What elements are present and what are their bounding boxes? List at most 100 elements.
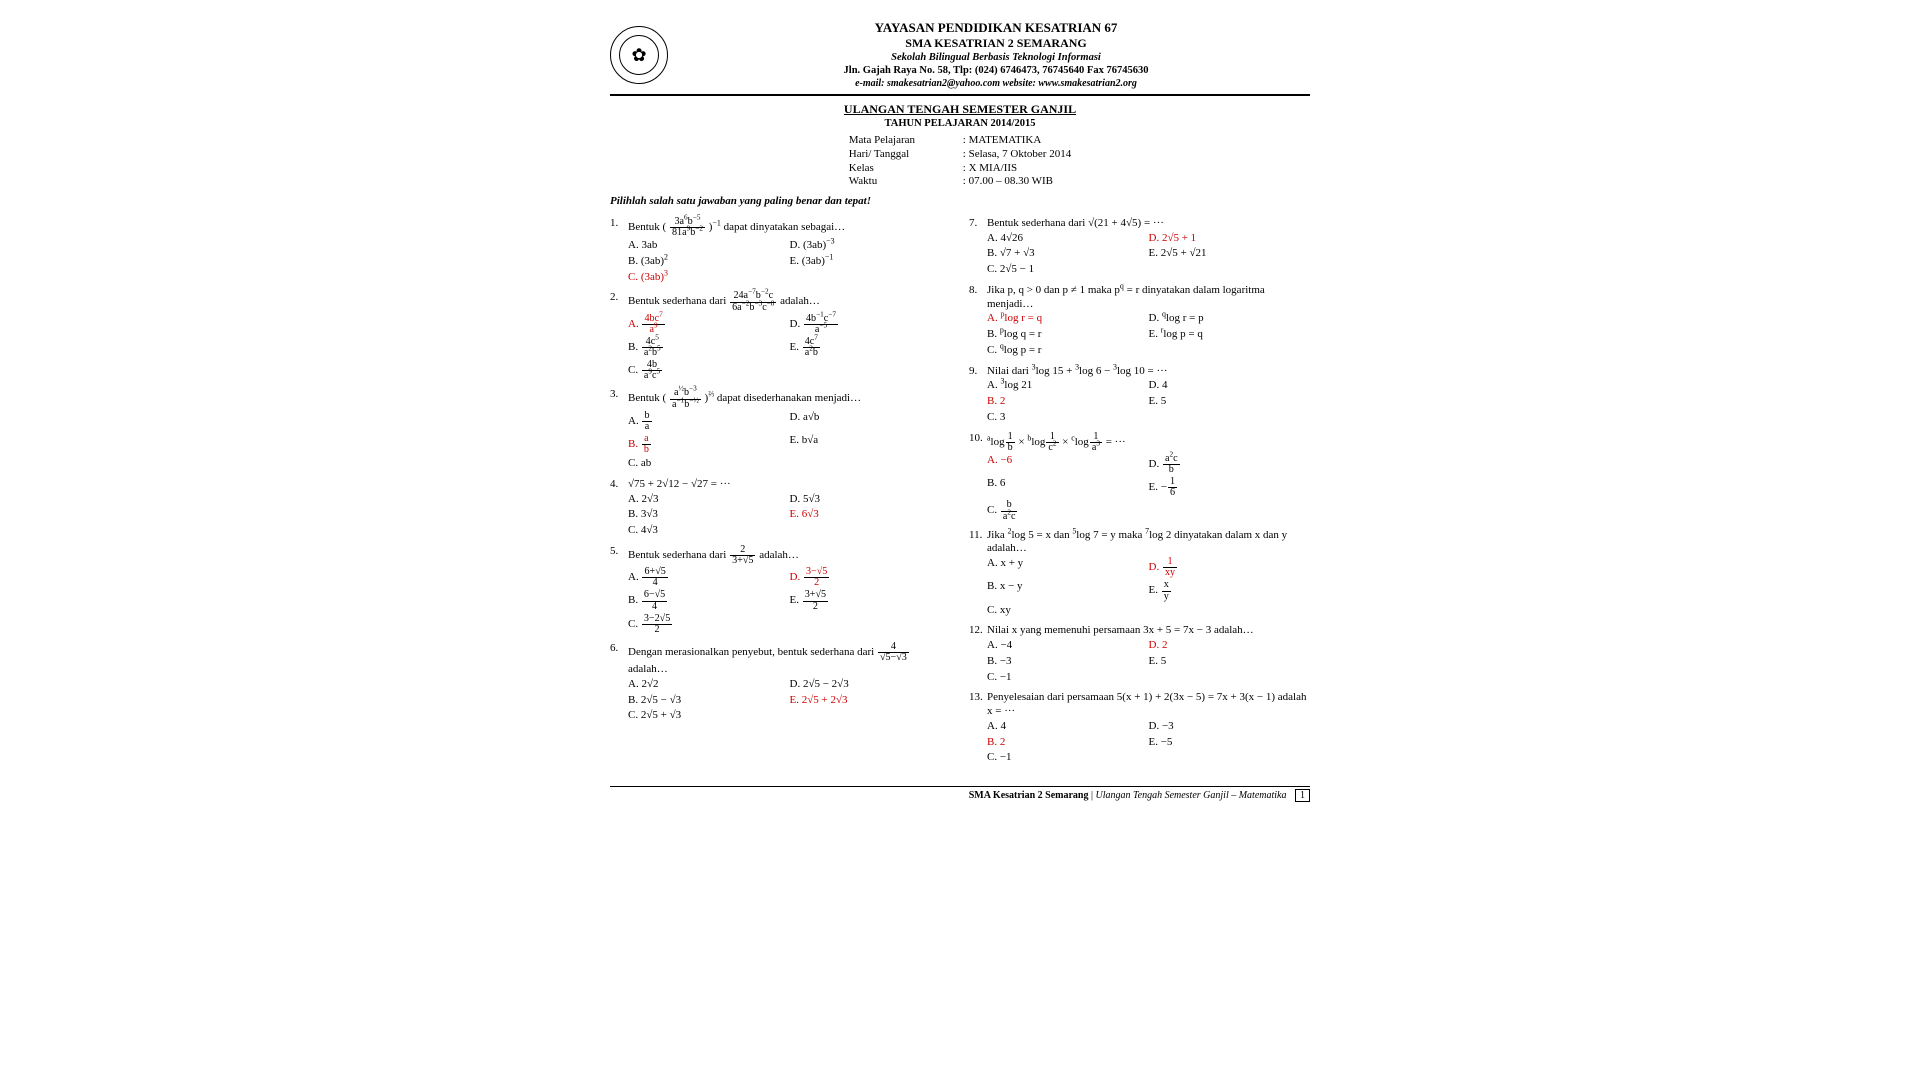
question-body: Dengan merasionalkan penyebut, bentuk se…: [628, 642, 951, 724]
school-logo: ✿: [610, 26, 668, 84]
question: 7.Bentuk sederhana dari √(21 + 4√5) = ··…: [969, 217, 1310, 278]
answer-option: E. −5: [1149, 735, 1311, 751]
answer-option: C. ba2c: [987, 499, 1149, 522]
footer-desc: Ulangan Tengah Semester Ganjil – Matemat…: [1095, 790, 1286, 801]
answer-option: C. 3: [987, 410, 1149, 426]
academic-year: TAHUN PELAJARAN 2014/2015: [610, 117, 1310, 130]
page-footer: SMA Kesatrian 2 Semarang | Ulangan Tenga…: [610, 786, 1310, 803]
answer-option: A. plog r = q: [987, 311, 1149, 327]
question: 9.Nilai dari 3log 15 + 3log 6 − 3log 10 …: [969, 365, 1310, 426]
address: Jln. Gajah Raya No. 58, Tlp: (024) 67464…: [682, 64, 1310, 77]
question-number: 9.: [969, 365, 987, 426]
info-val: : MATEMATIKA: [961, 134, 1073, 148]
answer-option: A. 3log 21: [987, 378, 1149, 394]
answer-option: E. 2√5 + 2√3: [790, 693, 952, 709]
answer-options: A. −4D. 2B. −3E. 5C. −1: [987, 638, 1310, 685]
answer-option: A. 2√3: [628, 492, 790, 508]
question-number: 3.: [610, 388, 628, 472]
info-val: : Selasa, 7 Oktober 2014: [961, 148, 1073, 162]
question: 8.Jika p, q > 0 dan p ≠ 1 maka pq = r di…: [969, 284, 1310, 359]
question-body: alog1b × blog1c2 × clog1a3 = ···A. −6D. …: [987, 432, 1310, 523]
answer-option: E. 4c7a2b: [790, 336, 952, 359]
question-text: Nilai x yang memenuhi persamaan 3x + 5 =…: [987, 624, 1310, 638]
answer-option: B. 2√5 − √3: [628, 693, 790, 709]
answer-option: A. 4bc7a9: [628, 313, 790, 336]
question-number: 4.: [610, 478, 628, 539]
exam-info: Mata Pelajaran: MATEMATIKA Hari/ Tanggal…: [847, 134, 1073, 189]
answer-option: A. −6: [987, 453, 1149, 476]
answer-option: A. 4√26: [987, 231, 1149, 247]
question-columns: 1.Bentuk ( 3a6b−581a9b−2 )−1 dapat dinya…: [610, 217, 1310, 772]
answer-option: A. 4: [987, 719, 1149, 735]
school-name: SMA KESATRIAN 2 SEMARANG: [682, 36, 1310, 51]
question-number: 1.: [610, 217, 628, 286]
question-body: Bentuk sederhana dari 24a−7b−2c6a−2b−3c−…: [628, 291, 951, 382]
question-body: Bentuk ( a½b−3a−1b−½ )⅔ dapat disederhan…: [628, 388, 951, 472]
question-text: Bentuk sederhana dari 23+√5 adalah…: [628, 545, 951, 566]
answer-option: B. plog q = r: [987, 327, 1149, 343]
answer-option: B. √7 + √3: [987, 246, 1149, 262]
question-number: 7.: [969, 217, 987, 278]
right-column: 7.Bentuk sederhana dari √(21 + 4√5) = ··…: [969, 217, 1310, 772]
info-val: : X MIA/IIS: [961, 162, 1073, 176]
answer-option: C. 3−2√52: [628, 613, 790, 636]
answer-option: D. −3: [1149, 719, 1311, 735]
answer-option: D. qlog r = p: [1149, 311, 1311, 327]
question-text: alog1b × blog1c2 × clog1a3 = ···: [987, 432, 1310, 453]
answer-option: C. (3ab)3: [628, 270, 790, 286]
answer-option: C. 2√5 + √3: [628, 708, 790, 724]
question-number: 6.: [610, 642, 628, 724]
answer-option: D. 5√3: [790, 492, 952, 508]
answer-option: C. qlog p = r: [987, 343, 1149, 359]
answer-options: A. 3abD. (3ab)−3B. (3ab)2E. (3ab)−1C. (3…: [628, 238, 951, 285]
info-key: Waktu: [847, 175, 961, 189]
page-number: 1: [1295, 789, 1310, 802]
answer-options: A. 4bc7a9D. 4b−1c−7a−5B. 4c5a2b5E. 4c7a2…: [628, 313, 951, 383]
info-val: : 07.00 – 08.30 WIB: [961, 175, 1073, 189]
letterhead-text: YAYASAN PENDIDIKAN KESATRIAN 67 SMA KESA…: [682, 20, 1310, 90]
answer-option: D. 4b−1c−7a−5: [790, 313, 952, 336]
question: 4.√75 + 2√12 − √27 = ···A. 2√3D. 5√3B. 3…: [610, 478, 951, 539]
answer-option: E. 5: [1149, 654, 1311, 670]
answer-option: E. 2√5 + √21: [1149, 246, 1311, 262]
answer-option: B. 6−√54: [628, 589, 790, 612]
answer-option: B. 6: [987, 476, 1149, 499]
answer-option: D. 3−√52: [790, 566, 952, 589]
answer-options: A. 4D. −3B. 2E. −5C. −1: [987, 719, 1310, 766]
answer-option: B. 3√3: [628, 507, 790, 523]
answer-option: E. xy: [1149, 579, 1311, 602]
question-number: 13.: [969, 691, 987, 766]
answer-option: A. ba: [628, 410, 790, 433]
question-number: 8.: [969, 284, 987, 359]
answer-option: C. 4√3: [628, 523, 790, 539]
question: 6.Dengan merasionalkan penyebut, bentuk …: [610, 642, 951, 724]
logo-icon: ✿: [619, 35, 659, 75]
answer-options: A. 2√3D. 5√3B. 3√3E. 6√3C. 4√3: [628, 492, 951, 539]
answer-option: D. 2: [1149, 638, 1311, 654]
answer-option: D. (3ab)−3: [790, 238, 952, 254]
answer-option: E. (3ab)−1: [790, 254, 952, 270]
org-name: YAYASAN PENDIDIKAN KESATRIAN 67: [682, 20, 1310, 36]
question-body: √75 + 2√12 − √27 = ···A. 2√3D. 5√3B. 3√3…: [628, 478, 951, 539]
answer-option: D. a2cb: [1149, 453, 1311, 476]
question-body: Jika 2log 5 = x dan 5log 7 = y maka 7log…: [987, 529, 1310, 619]
question-number: 2.: [610, 291, 628, 382]
question-body: Jika p, q > 0 dan p ≠ 1 maka pq = r diny…: [987, 284, 1310, 359]
answer-option: A. 2√2: [628, 677, 790, 693]
answer-option: B. −3: [987, 654, 1149, 670]
answer-options: A. 2√2D. 2√5 − 2√3B. 2√5 − √3E. 2√5 + 2√…: [628, 677, 951, 724]
answer-option: D. 2√5 − 2√3: [790, 677, 952, 693]
question-text: Jika p, q > 0 dan p ≠ 1 maka pq = r diny…: [987, 284, 1310, 312]
contact: e-mail: smakesatrian2@yahoo.com website:…: [682, 78, 1310, 91]
question-text: Bentuk ( a½b−3a−1b−½ )⅔ dapat disederhan…: [628, 388, 951, 409]
answer-options: A. 3log 21D. 4B. 2E. 5C. 3: [987, 378, 1310, 425]
answer-option: C. ab: [628, 456, 790, 472]
answer-option: E. 6√3: [790, 507, 952, 523]
answer-options: A. 4√26D. 2√5 + 1B. √7 + √3E. 2√5 + √21C…: [987, 231, 1310, 278]
answer-option: B. (3ab)2: [628, 254, 790, 270]
question-body: Nilai x yang memenuhi persamaan 3x + 5 =…: [987, 624, 1310, 685]
exam-page: ✿ YAYASAN PENDIDIKAN KESATRIAN 67 SMA KE…: [600, 0, 1320, 1080]
question-number: 12.: [969, 624, 987, 685]
letterhead: ✿ YAYASAN PENDIDIKAN KESATRIAN 67 SMA KE…: [610, 20, 1310, 96]
question: 13.Penyelesaian dari persamaan 5(x + 1) …: [969, 691, 1310, 766]
